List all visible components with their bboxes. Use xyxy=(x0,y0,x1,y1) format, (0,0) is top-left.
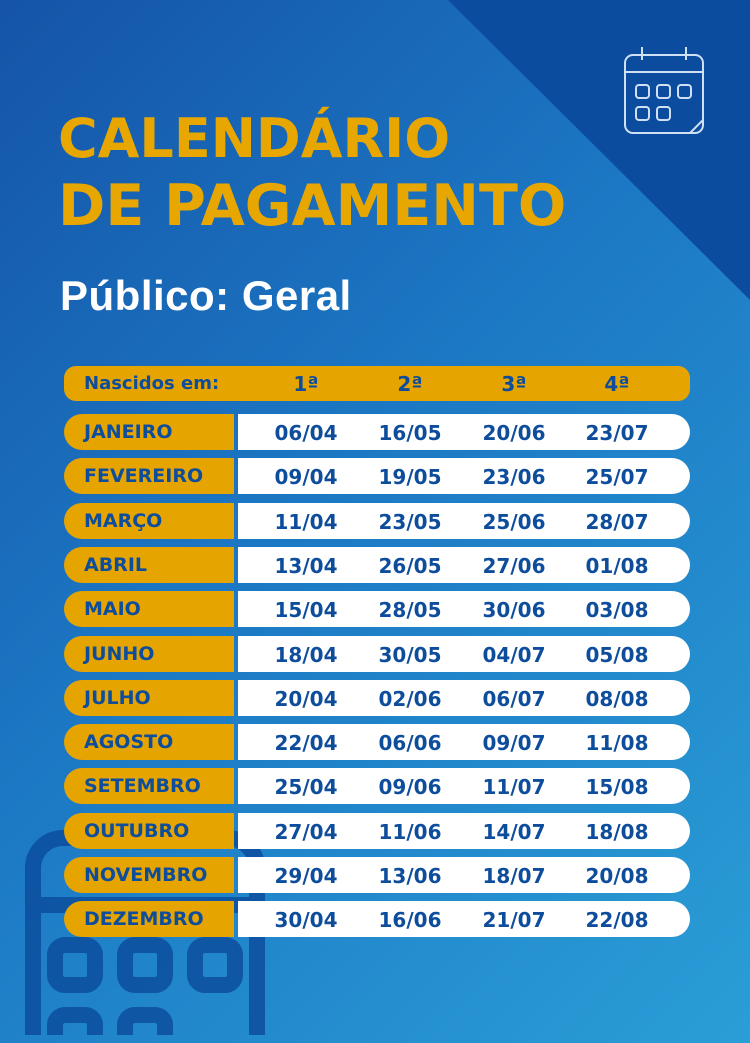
payment-date: 25/06 xyxy=(482,509,546,534)
dates-cell: 09/04 19/05 23/06 25/07 xyxy=(238,458,690,495)
payment-date: 16/06 xyxy=(378,908,442,933)
payment-date: 04/07 xyxy=(482,642,546,667)
payment-date: 18/07 xyxy=(482,864,546,888)
calendar-icon xyxy=(624,47,704,134)
month-label: FEVEREIRO xyxy=(64,458,234,495)
payment-date: 19/05 xyxy=(378,465,442,490)
table-row: NOVEMBRO 29/04 13/06 18/07 20/08 xyxy=(64,857,690,893)
dates-cell: 06/04 16/05 20/06 23/07 xyxy=(238,414,690,450)
payment-date: 03/08 xyxy=(585,598,649,623)
dates-cell: 25/04 09/06 11/07 15/08 xyxy=(238,768,690,805)
month-label: JULHO xyxy=(64,679,234,716)
payment-date: 22/04 xyxy=(274,731,338,756)
month-label: SETEMBRO xyxy=(64,768,234,805)
dates-cell: 13/04 26/05 27/06 01/08 xyxy=(238,546,690,583)
dates-cell: 11/04 23/05 25/06 28/07 xyxy=(238,502,690,539)
table-row: OUTUBRO 27/04 11/06 14/07 18/08 xyxy=(64,812,690,849)
payment-date: 27/06 xyxy=(482,553,546,578)
table-row: FEVEREIRO 09/04 19/05 23/06 25/07 xyxy=(64,458,690,495)
table-row: JANEIRO 06/04 16/05 20/06 23/07 xyxy=(64,414,690,450)
payment-date: 06/04 xyxy=(274,421,338,445)
month-label: AGOSTO xyxy=(64,724,234,761)
payment-date: 05/08 xyxy=(585,642,649,667)
dates-cell: 18/04 30/05 04/07 05/08 xyxy=(238,635,690,672)
payment-date: 11/06 xyxy=(378,819,442,844)
payment-date: 11/07 xyxy=(482,775,546,800)
payment-date: 26/05 xyxy=(378,553,442,578)
payment-date: 09/07 xyxy=(482,731,546,756)
payment-date: 13/04 xyxy=(274,553,338,578)
month-label: ABRIL xyxy=(64,546,234,583)
table-header: Nascidos em: 1ª 2ª 3ª 4ª xyxy=(64,366,690,401)
payment-date: 29/04 xyxy=(274,864,338,888)
payment-date: 18/04 xyxy=(274,642,338,667)
dates-cell: 30/04 16/06 21/07 22/08 xyxy=(238,901,690,938)
payment-date: 28/05 xyxy=(378,598,442,623)
table-row: JULHO 20/04 02/06 06/07 08/08 xyxy=(64,679,690,716)
dates-cell: 20/04 02/06 06/07 08/08 xyxy=(238,679,690,716)
table-row: MARÇO 11/04 23/05 25/06 28/07 xyxy=(64,502,690,539)
payment-date: 20/04 xyxy=(274,686,338,711)
table-row: AGOSTO 22/04 06/06 09/07 11/08 xyxy=(64,724,690,761)
month-label: OUTUBRO xyxy=(64,812,234,849)
table-row: DEZEMBRO 30/04 16/06 21/07 22/08 xyxy=(64,901,690,938)
payment-date: 23/05 xyxy=(378,509,442,534)
payment-date: 28/07 xyxy=(585,509,649,534)
header-col-2: 2ª xyxy=(397,371,423,396)
payment-date: 30/04 xyxy=(274,908,338,933)
month-label: MAIO xyxy=(64,591,234,628)
month-label: MARÇO xyxy=(64,502,234,539)
payment-date: 11/08 xyxy=(585,731,649,756)
header-col-4: 4ª xyxy=(604,371,630,396)
payment-date: 22/08 xyxy=(585,908,649,933)
payment-date: 06/07 xyxy=(482,686,546,711)
title-line-2: DE PAGAMENTO xyxy=(58,173,567,239)
payment-date: 13/06 xyxy=(378,864,442,888)
table-row: MAIO 15/04 28/05 30/06 03/08 xyxy=(64,591,690,628)
table-row: SETEMBRO 25/04 09/06 11/07 15/08 xyxy=(64,768,690,805)
header-label: Nascidos em: xyxy=(84,373,220,394)
dates-cell: 22/04 06/06 09/07 11/08 xyxy=(238,724,690,761)
payment-date: 14/07 xyxy=(482,819,546,844)
payment-date: 23/06 xyxy=(482,465,546,490)
payment-date: 18/08 xyxy=(585,819,649,844)
month-label: JANEIRO xyxy=(64,414,234,450)
payment-date: 20/08 xyxy=(585,864,649,888)
month-label: JUNHO xyxy=(64,635,234,672)
payment-date: 15/08 xyxy=(585,775,649,800)
payment-date: 02/06 xyxy=(378,686,442,711)
payment-date: 15/04 xyxy=(274,598,338,623)
payment-date: 23/07 xyxy=(585,421,649,445)
payment-date: 16/05 xyxy=(378,421,442,445)
subtitle: Público: Geral xyxy=(60,272,352,319)
payment-date: 27/04 xyxy=(274,819,338,844)
payment-date: 01/08 xyxy=(585,553,649,578)
payment-date: 25/07 xyxy=(585,465,649,490)
payment-date: 06/06 xyxy=(378,731,442,756)
payment-date: 21/07 xyxy=(482,908,546,933)
title-line-1: CALENDÁRIO xyxy=(58,107,451,170)
payment-date: 20/06 xyxy=(482,421,546,445)
month-label: NOVEMBRO xyxy=(64,857,234,893)
dates-cell: 29/04 13/06 18/07 20/08 xyxy=(238,857,690,893)
month-label: DEZEMBRO xyxy=(64,901,234,938)
header-col-3: 3ª xyxy=(501,371,527,396)
table-row: ABRIL 13/04 26/05 27/06 01/08 xyxy=(64,546,690,583)
payment-date: 08/08 xyxy=(585,686,649,711)
payment-date: 09/06 xyxy=(378,775,442,800)
table-row: JUNHO 18/04 30/05 04/07 05/08 xyxy=(64,635,690,672)
dates-cell: 27/04 11/06 14/07 18/08 xyxy=(238,812,690,849)
payment-date: 30/05 xyxy=(378,642,442,667)
payment-date: 30/06 xyxy=(482,598,546,623)
header-col-1: 1ª xyxy=(293,371,319,396)
payment-date: 25/04 xyxy=(274,775,338,800)
payment-date: 09/04 xyxy=(274,465,338,490)
dates-cell: 15/04 28/05 30/06 03/08 xyxy=(238,591,690,628)
payment-date: 11/04 xyxy=(274,509,338,534)
